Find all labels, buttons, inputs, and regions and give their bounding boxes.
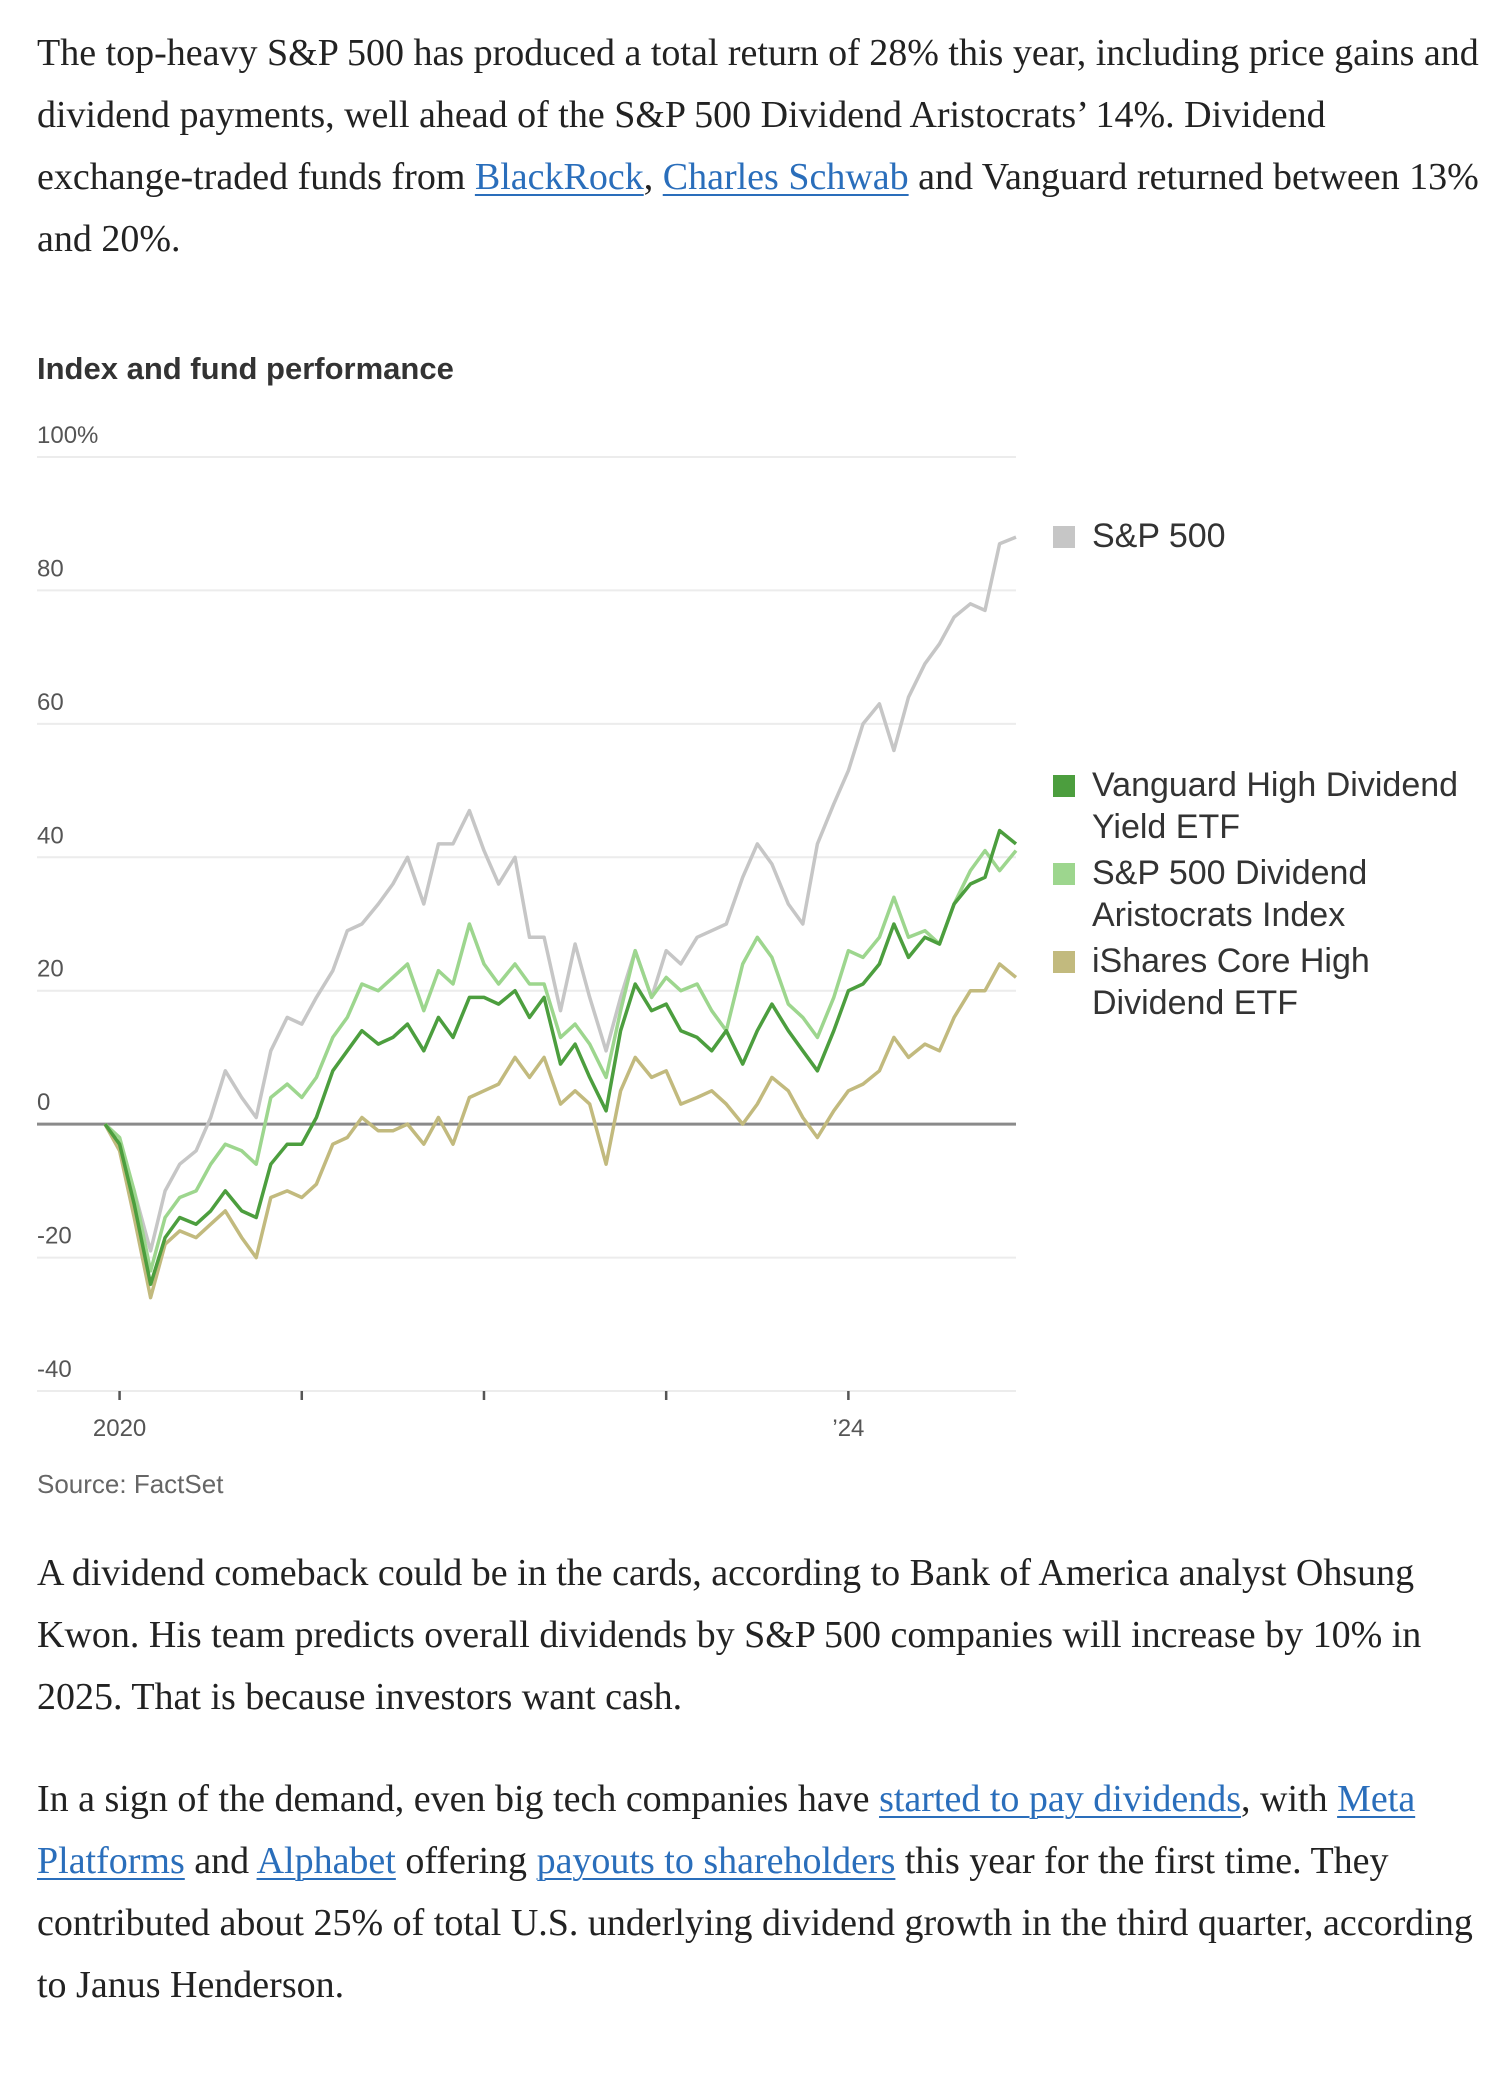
series-line xyxy=(103,962,1018,1300)
link[interactable]: payouts to shareholders xyxy=(536,1840,896,1882)
text: offering xyxy=(395,1840,537,1882)
text: , with xyxy=(1241,1778,1338,1820)
legend-label: S&P 500 Dividend Aristocrats Index xyxy=(1092,854,1368,934)
y-tick-label: 20 xyxy=(37,956,64,983)
legend-swatch xyxy=(1053,775,1075,797)
link[interactable]: BlackRock xyxy=(474,156,644,198)
text: and xyxy=(184,1840,257,1882)
link[interactable]: Charles Schwab xyxy=(662,156,909,198)
paragraph: A dividend comeback could be in the card… xyxy=(37,1542,1487,1728)
chart-title: Index and fund performance xyxy=(37,351,454,386)
series-line xyxy=(103,535,1017,1253)
text: In a sign of the demand, even big tech c… xyxy=(37,1778,880,1820)
legend-item: S&P 500 xyxy=(1053,515,1473,557)
chart-svg: Index and fund performance -40 -20 0 20 40 60 8… xyxy=(37,351,1018,1499)
series-line xyxy=(103,828,1018,1287)
article: The top-heavy S&P 500 has produced a tot… xyxy=(0,0,1500,2016)
y-tick-label: -40 xyxy=(37,1356,72,1383)
chart: Index and fund performance -40 -20 0 20 40 60 8… xyxy=(0,332,1500,1532)
legend-label: S&P 500 xyxy=(1092,517,1226,555)
legend-item: Vanguard High Dividend Yield ETF xyxy=(1053,764,1473,848)
paragraph: The top-heavy S&P 500 has produced a tot… xyxy=(37,0,1487,270)
legend-item: S&P 500 Dividend Aristocrats Index xyxy=(1053,852,1473,936)
paragraph: In a sign of the demand, even big tech c… xyxy=(37,1768,1487,2016)
source: Source: FactSet xyxy=(37,1469,224,1499)
text: and Vanguard returned between 13% and 20… xyxy=(37,156,1479,260)
legend-swatch xyxy=(1053,526,1075,548)
y-tick-label: 60 xyxy=(37,689,64,716)
link[interactable]: Alphabet xyxy=(256,1840,396,1882)
link[interactable]: Meta Platforms xyxy=(37,1778,1416,1882)
y-tick-label: -20 xyxy=(37,1223,72,1250)
link[interactable]: started to pay dividends xyxy=(879,1778,1242,1820)
y-tick-label: 40 xyxy=(37,822,64,849)
legend-swatch xyxy=(1053,863,1075,885)
text: this year for the first time. They contr… xyxy=(37,1840,1473,2006)
text: The top-heavy S&P 500 has produced a tot… xyxy=(37,32,1479,198)
legend-item: iShares Core High Dividend ETF xyxy=(1053,940,1473,1024)
series-line xyxy=(103,848,1018,1273)
legend-label: Vanguard High Dividend Yield ETF xyxy=(1092,766,1459,846)
text: , xyxy=(643,156,663,198)
legend-swatch xyxy=(1053,951,1075,973)
y-tick-label: 80 xyxy=(37,555,64,582)
text: A dividend comeback could be in the card… xyxy=(37,1552,1422,1718)
y-tick-label: 0 xyxy=(37,1089,50,1116)
x-tick-label: ’24 xyxy=(832,1415,864,1442)
legend-label: iShares Core High Dividend ETF xyxy=(1092,942,1370,1022)
y-tick-label: 100% xyxy=(37,422,98,449)
x-tick-label: 2020 xyxy=(93,1415,146,1442)
